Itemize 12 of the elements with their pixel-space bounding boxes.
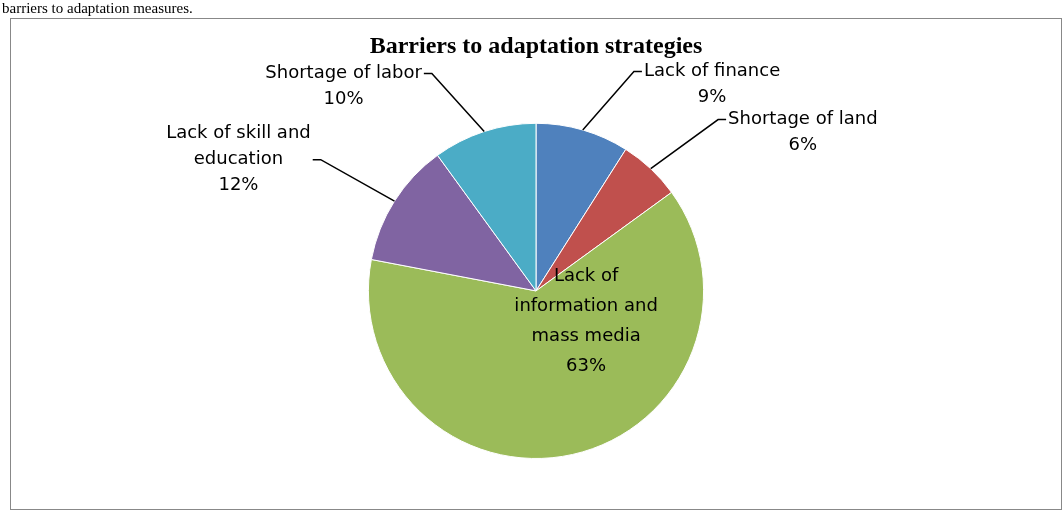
chart-title: Barriers to adaptation strategies [369,31,703,58]
data-label: 63% [566,353,607,375]
slice-label: Lack of finance [643,59,781,81]
data-label: 12% [218,173,259,195]
text: barriers to adaptation measures. [2,0,193,16]
slice-label: Lack of skill and education [166,121,311,169]
slice-label: Shortage of labor [265,61,423,83]
slice-label: Shortage of land [728,107,878,129]
data-label: 6% [788,133,818,155]
slice-label: Lack of information and mass media [514,263,658,345]
data-label: 10% [323,87,364,109]
data-label: 9% [697,85,727,107]
